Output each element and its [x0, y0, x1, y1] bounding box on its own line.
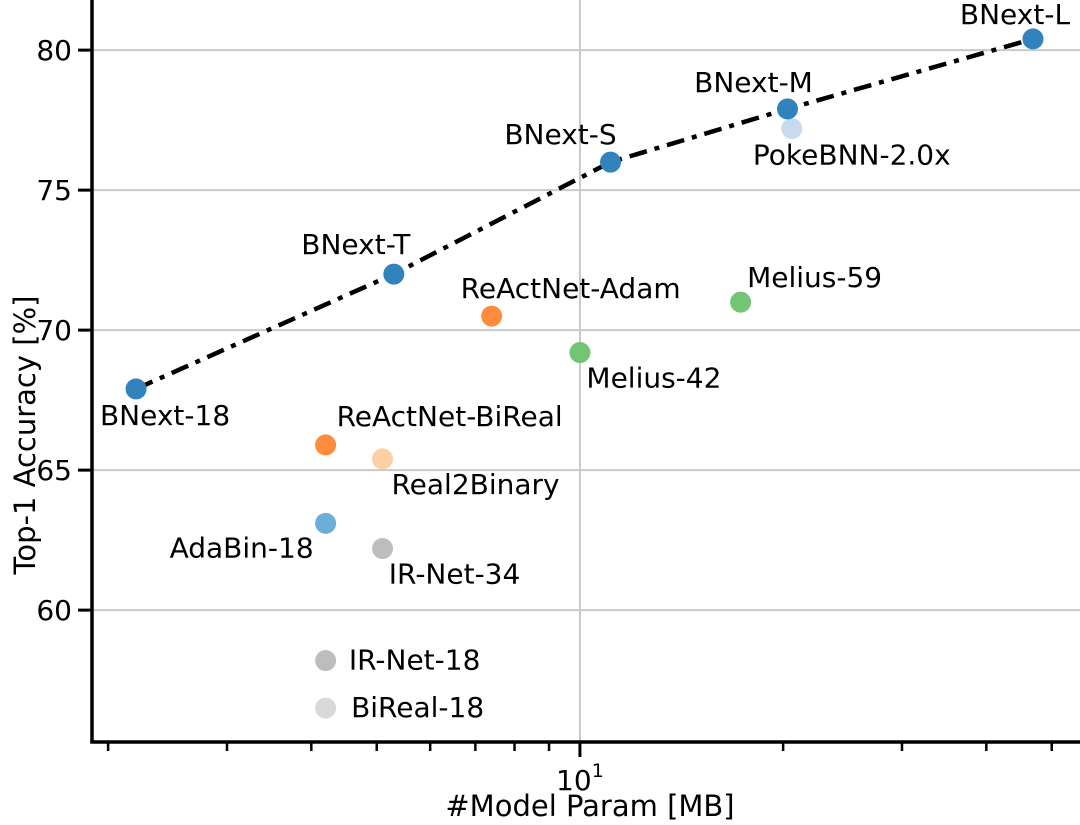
- data-point-ir-net-18: [315, 650, 337, 672]
- point-label-melius-59: Melius-59: [747, 261, 882, 294]
- data-point-reactnet-adam: [481, 305, 503, 327]
- y-tick-label: 80: [36, 34, 72, 67]
- point-label-bnext-s: BNext-S: [504, 118, 616, 151]
- y-tick-label: 75: [36, 174, 72, 207]
- y-tick-label: 70: [36, 314, 72, 347]
- point-label-melius-42: Melius-42: [586, 362, 721, 395]
- point-label-ir-net-18: IR-Net-18: [349, 644, 481, 677]
- point-label-bnext-t: BNext-T: [301, 228, 411, 261]
- point-label-bnext-18: BNext-18: [100, 399, 230, 432]
- data-point-bnext-t: [383, 263, 405, 285]
- bnext-trend-line: [135, 36, 1034, 391]
- data-point-pokebnn-2-0x: [781, 118, 803, 140]
- y-tick-label: 60: [36, 594, 72, 627]
- point-label-bireal-18: BiReal-18: [351, 691, 484, 724]
- point-label-ir-net-34: IR-Net-34: [389, 558, 521, 591]
- data-point-bnext-s: [600, 151, 622, 173]
- point-label-bnext-l: BNext-L: [960, 0, 1071, 31]
- point-label-adabin-18: AdaBin-18: [170, 531, 314, 564]
- data-point-bireal-18: [315, 697, 337, 719]
- y-tick-label: 65: [36, 454, 72, 487]
- y-axis-label: Top-1 Accuracy [%]: [8, 295, 42, 575]
- x-axis-label: #Model Param [MB]: [445, 789, 735, 823]
- data-point-bnext-18: [125, 378, 147, 400]
- data-point-adabin-18: [315, 512, 337, 534]
- data-point-ir-net-34: [372, 538, 394, 560]
- point-label-reactnet-bireal: ReActNet-BiReal: [337, 400, 563, 433]
- data-point-melius-59: [730, 291, 752, 313]
- data-point-reactnet-bireal: [315, 434, 337, 456]
- data-point-melius-42: [569, 342, 591, 364]
- data-point-real2binary: [372, 448, 394, 470]
- data-point-bnext-l: [1022, 28, 1044, 50]
- data-point-bnext-m: [776, 98, 798, 120]
- point-label-pokebnn-2-0x: PokeBNN-2.0x: [753, 139, 951, 172]
- point-label-real2binary: Real2Binary: [391, 468, 559, 501]
- point-label-bnext-m: BNext-M: [694, 66, 813, 99]
- point-label-reactnet-adam: ReActNet-Adam: [461, 272, 681, 305]
